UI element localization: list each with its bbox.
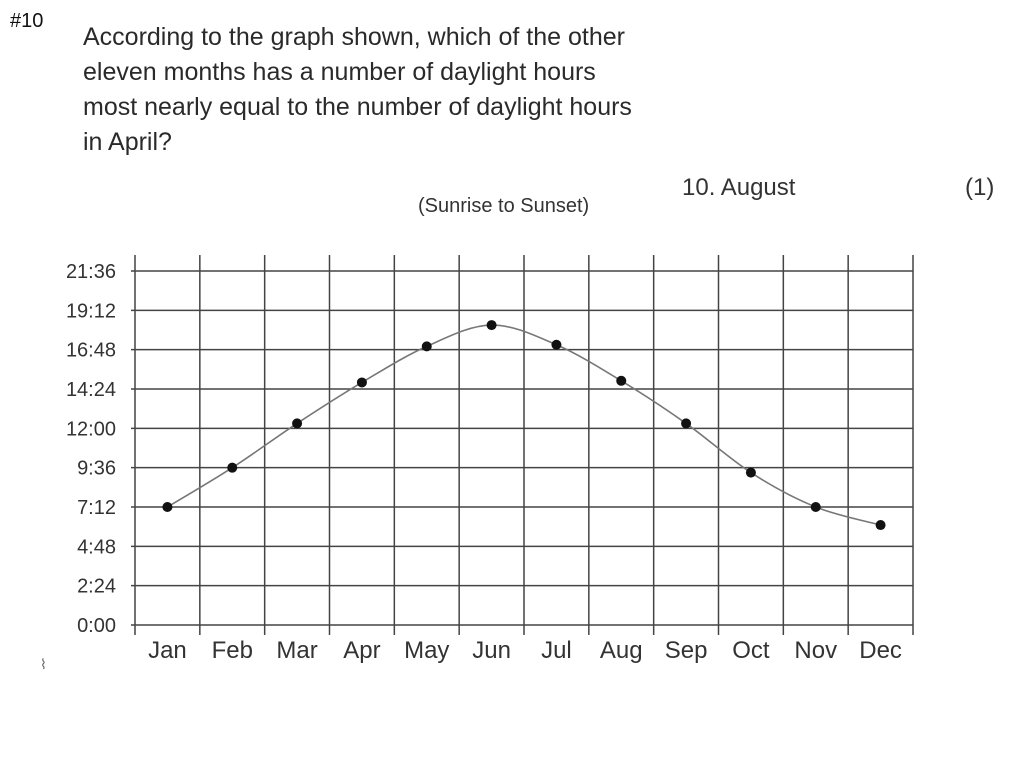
data-point	[551, 339, 562, 350]
x-tick-label: Mar	[276, 637, 317, 664]
y-tick-label: 2:24	[77, 576, 116, 598]
data-point	[356, 377, 367, 388]
data-point	[810, 502, 821, 512]
x-tick-label: Sep	[665, 637, 708, 664]
question-line: in April?	[83, 128, 172, 156]
y-tick-label: 4:48	[77, 536, 116, 558]
data-point	[227, 462, 238, 473]
question-line: most nearly equal to the number of dayli…	[83, 93, 632, 121]
question-line: eleven months has a number of daylight h…	[83, 58, 596, 86]
data-point	[486, 320, 497, 331]
x-tick-label: Nov	[794, 637, 837, 664]
y-tick-label: 7:12	[77, 497, 116, 519]
x-tick-label: Feb	[212, 637, 253, 664]
data-point	[616, 375, 627, 386]
x-tick-label: May	[404, 637, 449, 664]
y-tick-label: 16:48	[66, 340, 116, 362]
x-tick-label: Oct	[732, 637, 770, 664]
page-corner-mark: ⌇	[40, 656, 47, 672]
x-tick-label: Dec	[859, 637, 902, 664]
x-tick-label: Apr	[343, 637, 380, 664]
chart-subtitle: (Sunrise to Sunset)	[418, 195, 590, 217]
question-number: #10	[10, 10, 44, 32]
y-tick-label: 9:36	[77, 458, 116, 480]
y-tick-label: 12:00	[66, 418, 116, 440]
data-point	[162, 502, 173, 512]
x-tick-label: Jan	[148, 637, 187, 664]
data-point	[421, 341, 432, 352]
y-tick-label: 19:12	[66, 300, 116, 322]
data-point	[681, 418, 692, 429]
question-text: According to the graph shown, which of t…	[83, 20, 763, 160]
answer-text: 10. August	[682, 174, 796, 201]
series-line	[167, 324, 881, 526]
data-point	[745, 467, 756, 478]
data-point	[292, 418, 303, 429]
points-label: (1)	[965, 174, 995, 201]
data-point	[875, 520, 886, 531]
x-tick-label: Jul	[541, 637, 572, 664]
y-tick-label: 14:24	[66, 379, 116, 401]
y-tick-label: 21:36	[66, 261, 116, 283]
x-tick-label: Jun	[472, 637, 511, 664]
x-tick-label: Aug	[600, 637, 643, 664]
question-line: According to the graph shown, which of t…	[83, 23, 625, 51]
y-tick-label: 0:00	[77, 615, 116, 637]
